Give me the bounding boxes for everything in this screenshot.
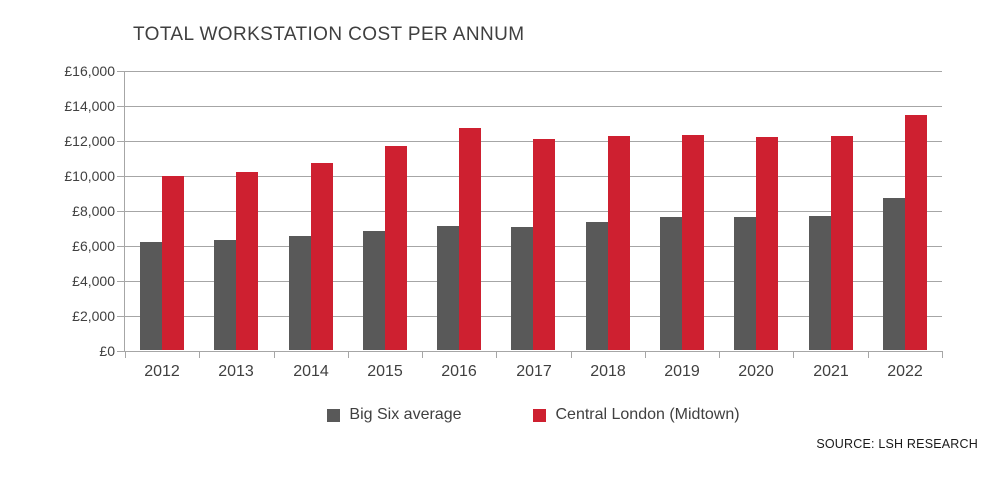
bar-central-london-2015 <box>385 146 407 350</box>
bar-central-london-2022 <box>905 115 927 350</box>
x-axis-tick <box>868 351 869 358</box>
gridline <box>125 106 942 107</box>
x-axis-label-2013: 2013 <box>218 363 254 380</box>
bar-central-london-2014 <box>311 163 333 350</box>
y-axis-tick <box>117 141 125 142</box>
bar-central-london-2021 <box>831 136 853 350</box>
x-axis-tick <box>496 351 497 358</box>
bar-big-six-2015 <box>363 231 385 350</box>
x-axis-tick <box>571 351 572 358</box>
bar-big-six-2021 <box>809 216 831 350</box>
legend: Big Six average Central London (Midtown) <box>125 406 942 424</box>
y-axis-tick-label: £6,000 <box>72 238 115 254</box>
bar-big-six-2019 <box>660 217 682 350</box>
y-axis-tick <box>117 281 125 282</box>
x-axis-label-2014: 2014 <box>293 363 329 380</box>
x-axis-label-2015: 2015 <box>367 363 403 380</box>
bar-big-six-2017 <box>511 227 533 350</box>
x-axis-label-2017: 2017 <box>516 363 552 380</box>
y-axis-tick <box>117 351 125 352</box>
chart-title: TOTAL WORKSTATION COST PER ANNUM <box>133 24 525 45</box>
x-axis-tick <box>793 351 794 358</box>
y-axis-tick-label: £8,000 <box>72 203 115 219</box>
bar-central-london-2020 <box>756 137 778 350</box>
x-axis-tick <box>125 351 126 358</box>
y-axis-tick-label: £4,000 <box>72 273 115 289</box>
bar-big-six-2018 <box>586 222 608 350</box>
legend-item: Central London (Midtown) <box>533 406 740 424</box>
bar-central-london-2013 <box>236 172 258 350</box>
x-axis-label-2022: 2022 <box>887 363 923 380</box>
bar-central-london-2018 <box>608 136 630 350</box>
bar-central-london-2017 <box>533 139 555 350</box>
x-axis-tick <box>274 351 275 358</box>
y-axis-tick <box>117 106 125 107</box>
gridline <box>125 71 942 72</box>
y-axis-tick-label: £16,000 <box>64 63 115 79</box>
legend-label: Big Six average <box>349 406 462 423</box>
bar-big-six-2016 <box>437 226 459 350</box>
plot-area <box>117 71 943 358</box>
x-axis-tick <box>719 351 720 358</box>
y-axis-tick-label: £12,000 <box>64 133 115 149</box>
x-axis-label-2021: 2021 <box>813 363 849 380</box>
bar-central-london-2016 <box>459 128 481 350</box>
legend-swatch-icon <box>533 408 547 422</box>
y-axis-tick <box>117 176 125 177</box>
y-axis-tick <box>117 246 125 247</box>
y-axis-tick <box>117 316 125 317</box>
y-axis-tick-label: £2,000 <box>72 308 115 324</box>
bar-big-six-2020 <box>734 217 756 350</box>
legend-swatch-icon <box>327 408 341 422</box>
bar-big-six-2022 <box>883 198 905 350</box>
y-axis-tick <box>117 71 125 72</box>
bar-big-six-2012 <box>140 242 162 350</box>
x-axis-label-2020: 2020 <box>738 363 774 380</box>
legend-item: Big Six average <box>327 406 461 424</box>
y-axis-tick-label: £14,000 <box>64 98 115 114</box>
y-axis-tick-label: £10,000 <box>64 168 115 184</box>
x-axis-label-2016: 2016 <box>441 363 477 380</box>
gridline <box>125 351 942 352</box>
bar-central-london-2019 <box>682 135 704 350</box>
legend-label: Central London (Midtown) <box>555 406 740 423</box>
bar-big-six-2013 <box>214 240 236 350</box>
bar-central-london-2012 <box>162 176 184 350</box>
bar-big-six-2014 <box>289 236 311 350</box>
y-axis-tick <box>117 211 125 212</box>
source-label: SOURCE: LSH RESEARCH <box>816 437 978 451</box>
x-axis-label-2018: 2018 <box>590 363 626 380</box>
x-axis-tick <box>942 351 943 358</box>
y-axis-tick-label: £0 <box>99 343 115 359</box>
x-axis-label-2012: 2012 <box>144 363 180 380</box>
x-axis-tick <box>422 351 423 358</box>
x-axis-label-2019: 2019 <box>664 363 700 380</box>
x-axis-tick <box>348 351 349 358</box>
x-axis-tick <box>645 351 646 358</box>
x-axis-tick <box>199 351 200 358</box>
